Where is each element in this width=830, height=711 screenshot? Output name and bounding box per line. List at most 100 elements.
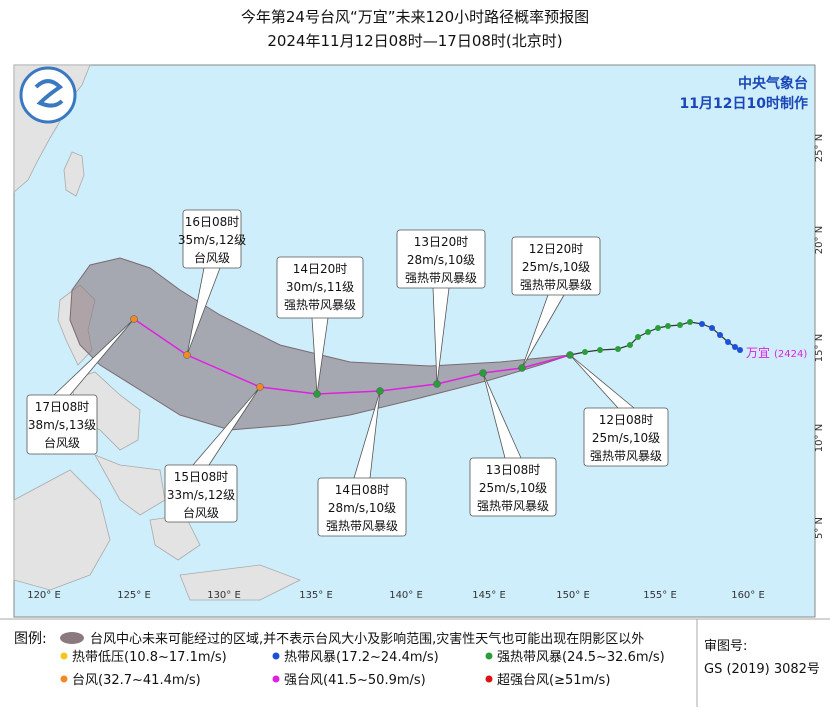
callout-box xyxy=(396,229,486,289)
legend-dot xyxy=(485,675,493,683)
callout-box xyxy=(469,457,557,517)
legend-item: 强热带风暴(24.5~32.6m/s) xyxy=(497,650,665,665)
logo xyxy=(19,66,77,124)
callout-time: 14日08时 xyxy=(335,483,390,497)
past-point xyxy=(655,325,661,331)
legend-dot xyxy=(272,675,280,683)
legend-item: 热带风暴(17.2~24.4m/s) xyxy=(284,650,439,665)
legend-title: 图例: xyxy=(14,631,47,647)
callout-level: 台风级 xyxy=(194,250,230,265)
legend-item: 热带低压(10.8~17.1m/s) xyxy=(72,650,227,665)
legend-item: 台风(32.7~41.4m/s) xyxy=(72,673,201,688)
past-point xyxy=(635,334,641,340)
callout-box xyxy=(26,394,98,455)
past-point xyxy=(677,322,683,328)
callout-box xyxy=(164,464,238,523)
callout-level: 强热带风暴级 xyxy=(477,499,549,513)
callout-wind: 30m/s,11级 xyxy=(286,280,354,294)
cone-swatch xyxy=(60,632,84,644)
past-point xyxy=(717,332,723,338)
past-point xyxy=(737,347,743,353)
callout-box xyxy=(583,407,669,467)
legend-dot xyxy=(485,652,493,660)
callout-level: 强热带风暴级 xyxy=(405,271,477,285)
lon-label: 135° E xyxy=(299,590,333,601)
storm-code: (2424) xyxy=(774,349,807,360)
callout-box xyxy=(182,209,242,269)
forecast-point xyxy=(183,351,191,359)
lon-label: 160° E xyxy=(731,590,765,601)
legend-item: 强台风(41.5~50.9m/s) xyxy=(284,673,426,688)
callout-time: 15日08时 xyxy=(174,470,229,484)
legend-dot xyxy=(272,652,280,660)
callout-level: 强热带风暴级 xyxy=(326,519,398,533)
callout-level: 台风级 xyxy=(44,435,80,450)
callout-wind: 38m/s,13级 xyxy=(28,418,96,432)
callout-level: 强热带风暴级 xyxy=(284,298,356,312)
past-point xyxy=(597,347,603,353)
lat-label: 25° N xyxy=(814,134,825,162)
callout-time: 17日08时 xyxy=(35,400,90,414)
past-point xyxy=(709,325,715,331)
callout-time: 13日20时 xyxy=(414,235,469,249)
callout-box xyxy=(317,477,407,537)
callout-time: 13日08时 xyxy=(486,463,541,477)
callout-wind: 28m/s,10级 xyxy=(328,501,396,515)
review-code: GS (2019) 3082号 xyxy=(704,662,820,677)
probability-cone xyxy=(69,257,571,431)
callout-time: 16日08时 xyxy=(185,215,240,229)
lon-label: 155° E xyxy=(643,590,677,601)
past-point xyxy=(645,329,651,335)
subtitle: 2024年11月12日08时—17日08时(北京时) xyxy=(267,32,562,50)
callout-wind: 25m/s,10级 xyxy=(592,431,660,445)
forecast-point xyxy=(479,369,487,377)
forecast-point xyxy=(376,387,384,395)
callout-box xyxy=(511,236,601,296)
lon-label: 145° E xyxy=(472,590,506,601)
forecast-point xyxy=(313,390,321,398)
storm-name: 万宜 xyxy=(746,345,770,360)
past-point xyxy=(687,319,693,325)
lon-label: 140° E xyxy=(389,590,423,601)
callout-time: 12日08时 xyxy=(599,413,654,427)
past-point xyxy=(732,344,738,350)
forecast-point xyxy=(433,380,441,388)
callout-time: 14日20时 xyxy=(293,262,348,276)
forecast-point xyxy=(256,383,264,391)
past-point xyxy=(725,339,731,345)
legend-dot xyxy=(60,652,68,660)
past-point xyxy=(699,321,705,327)
callout-wind: 25m/s,10级 xyxy=(479,481,547,495)
past-point xyxy=(665,323,671,329)
review-title: 审图号: xyxy=(704,639,747,654)
lat-label: 20° N xyxy=(814,226,825,254)
agency-name: 中央气象台 xyxy=(738,75,808,92)
callout-wind: 35m/s,12级 xyxy=(178,233,246,247)
forecast-point xyxy=(566,351,574,359)
lat-label: 5° N xyxy=(814,517,825,539)
legend-item: 超强台风(≥51m/s) xyxy=(497,673,610,688)
callout-time: 12日20时 xyxy=(529,242,584,256)
callout-box xyxy=(276,256,364,319)
issued-time: 11月12日10时制作 xyxy=(680,95,808,112)
past-point xyxy=(582,349,588,355)
lon-label: 150° E xyxy=(556,590,590,601)
lat-label: 15° N xyxy=(814,334,825,362)
callout-wind: 25m/s,10级 xyxy=(522,260,590,274)
lon-label: 120° E xyxy=(27,590,61,601)
callout-wind: 33m/s,12级 xyxy=(167,488,235,502)
title: 今年第24号台风“万宜”未来120小时路径概率预报图 xyxy=(241,8,589,26)
legend-dot xyxy=(60,675,68,683)
forecast-point xyxy=(518,364,526,372)
past-point xyxy=(615,346,621,352)
callout-level: 强热带风暴级 xyxy=(520,278,592,292)
lon-label: 130° E xyxy=(207,590,241,601)
cone-text: 台风中心未来可能经过的区域,并不表示台风大小及影响范围,灾害性天气也可能出现在阴… xyxy=(90,631,644,647)
callout-level: 台风级 xyxy=(183,505,219,520)
forecast-point xyxy=(130,315,138,323)
lat-label: 10° N xyxy=(814,424,825,452)
callout-level: 强热带风暴级 xyxy=(590,449,662,463)
callout-wind: 28m/s,10级 xyxy=(407,253,475,267)
